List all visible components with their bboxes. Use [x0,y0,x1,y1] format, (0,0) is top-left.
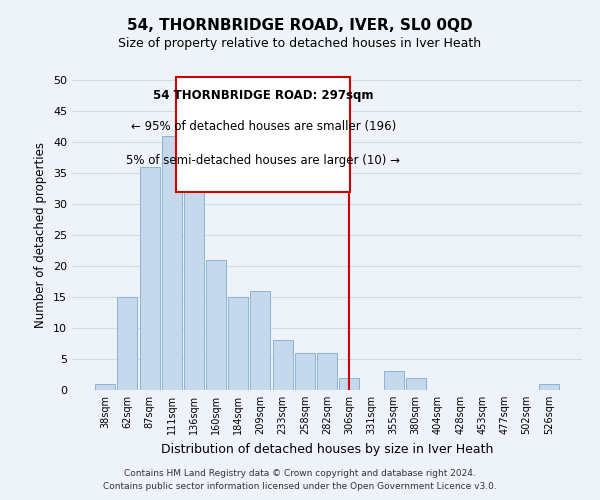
Bar [272,340,293,390]
Bar [118,297,137,390]
Bar [95,384,115,390]
Text: 54, THORNBRIDGE ROAD, IVER, SL0 0QD: 54, THORNBRIDGE ROAD, IVER, SL0 0QD [127,18,473,32]
Bar [339,378,359,390]
Bar [250,291,271,390]
Bar [383,372,404,390]
X-axis label: Distribution of detached houses by size in Iver Heath: Distribution of detached houses by size … [161,442,493,456]
Text: Contains public sector information licensed under the Open Government Licence v3: Contains public sector information licen… [103,482,497,491]
Text: Size of property relative to detached houses in Iver Heath: Size of property relative to detached ho… [118,38,482,51]
Bar [140,167,160,390]
Text: 54 THORNBRIDGE ROAD: 297sqm: 54 THORNBRIDGE ROAD: 297sqm [153,89,373,102]
Bar [206,260,226,390]
Bar [184,186,204,390]
Text: 5% of semi-detached houses are larger (10) →: 5% of semi-detached houses are larger (1… [126,154,400,167]
Bar [162,136,182,390]
Bar [228,297,248,390]
Bar [406,378,426,390]
Y-axis label: Number of detached properties: Number of detached properties [34,142,47,328]
Bar [295,353,315,390]
Text: Contains HM Land Registry data © Crown copyright and database right 2024.: Contains HM Land Registry data © Crown c… [124,468,476,477]
Bar [317,353,337,390]
Bar [539,384,559,390]
FancyBboxPatch shape [176,77,350,192]
Text: ← 95% of detached houses are smaller (196): ← 95% of detached houses are smaller (19… [131,120,396,133]
